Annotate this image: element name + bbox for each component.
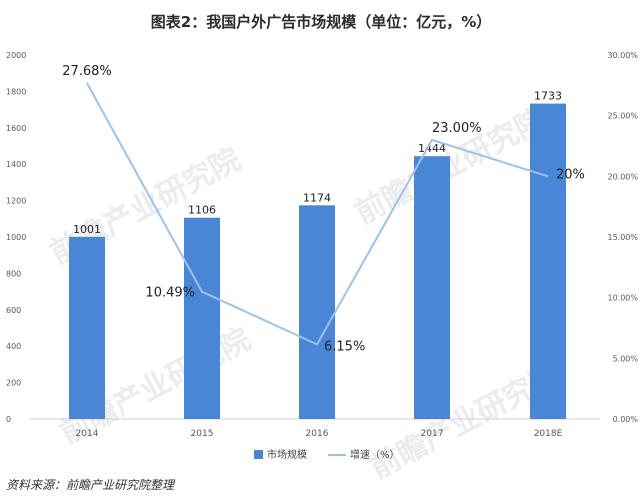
source-note: 资料来源：前瞻产业研究院整理 [6,478,176,492]
left-tick-label: 1200 [6,197,26,206]
left-tick-label: 0 [6,415,11,424]
left-tick-label: 1600 [6,124,26,133]
right-tick-label: 30.00% [607,51,638,60]
growth-line [86,82,549,346]
bar-value-label: 1106 [188,204,216,217]
left-tick-label: 800 [6,269,21,278]
right-axis: 0.00% 5.00% 10.00% 15.00% 20.00% 25.00% 30.00% [607,51,638,424]
left-tick-label: 1800 [6,87,26,96]
rate-value-label: 20% [556,167,585,182]
legend-label-line: 增速（%） [350,448,400,461]
x-tick-label: 2015 [191,429,214,439]
bar-value-label: 1001 [73,223,101,236]
right-tick-label: 20.00% [607,172,638,181]
line-data-labels: 27.68% 10.49% 6.15% 23.00% 20% [62,64,585,354]
right-tick-label: 25.00% [607,112,638,121]
rate-value-label: 27.68% [62,64,112,79]
x-tick-label: 2014 [76,429,99,439]
left-tick-label: 1000 [6,233,26,242]
bar-series [69,103,566,420]
x-axis: 2014 2015 2016 2017 2018E [76,429,563,439]
legend: 市场规模 增速（%） [254,448,400,461]
legend-label-bar: 市场规模 [267,448,307,461]
rate-value-label: 6.15% [324,339,365,354]
rate-value-label: 10.49% [145,286,195,301]
left-tick-label: 200 [6,379,21,388]
bar [69,236,105,419]
bar-data-labels: 1001 1106 1174 1444 1733 [73,90,562,236]
bar-value-label: 1444 [418,142,446,155]
legend-swatch-bar [254,450,263,459]
x-tick-label: 2017 [421,429,444,439]
left-tick-label: 400 [6,342,21,351]
rate-value-label: 23.00% [432,121,482,136]
chart-title: 图表2：我国户外广告市场规模（单位：亿元，%） [151,13,491,31]
left-tick-label: 1400 [6,160,26,169]
right-tick-label: 0.00% [613,415,639,424]
left-axis: 0 200 400 600 800 1000 1200 1400 1600 1800 2000 [6,51,26,424]
left-tick-label: 2000 [6,51,26,60]
bar [530,103,566,420]
bar [299,205,335,419]
bar-value-label: 1733 [534,90,562,103]
bar-value-label: 1174 [303,191,331,204]
left-tick-label: 600 [6,306,21,315]
right-tick-label: 10.00% [607,294,638,303]
x-tick-label: 2018E [534,429,563,439]
x-tick-label: 2016 [306,429,329,439]
line-series [86,82,549,346]
right-tick-label: 15.00% [607,233,638,242]
bar [184,217,220,419]
bar [414,156,450,419]
right-tick-label: 5.00% [613,354,639,363]
